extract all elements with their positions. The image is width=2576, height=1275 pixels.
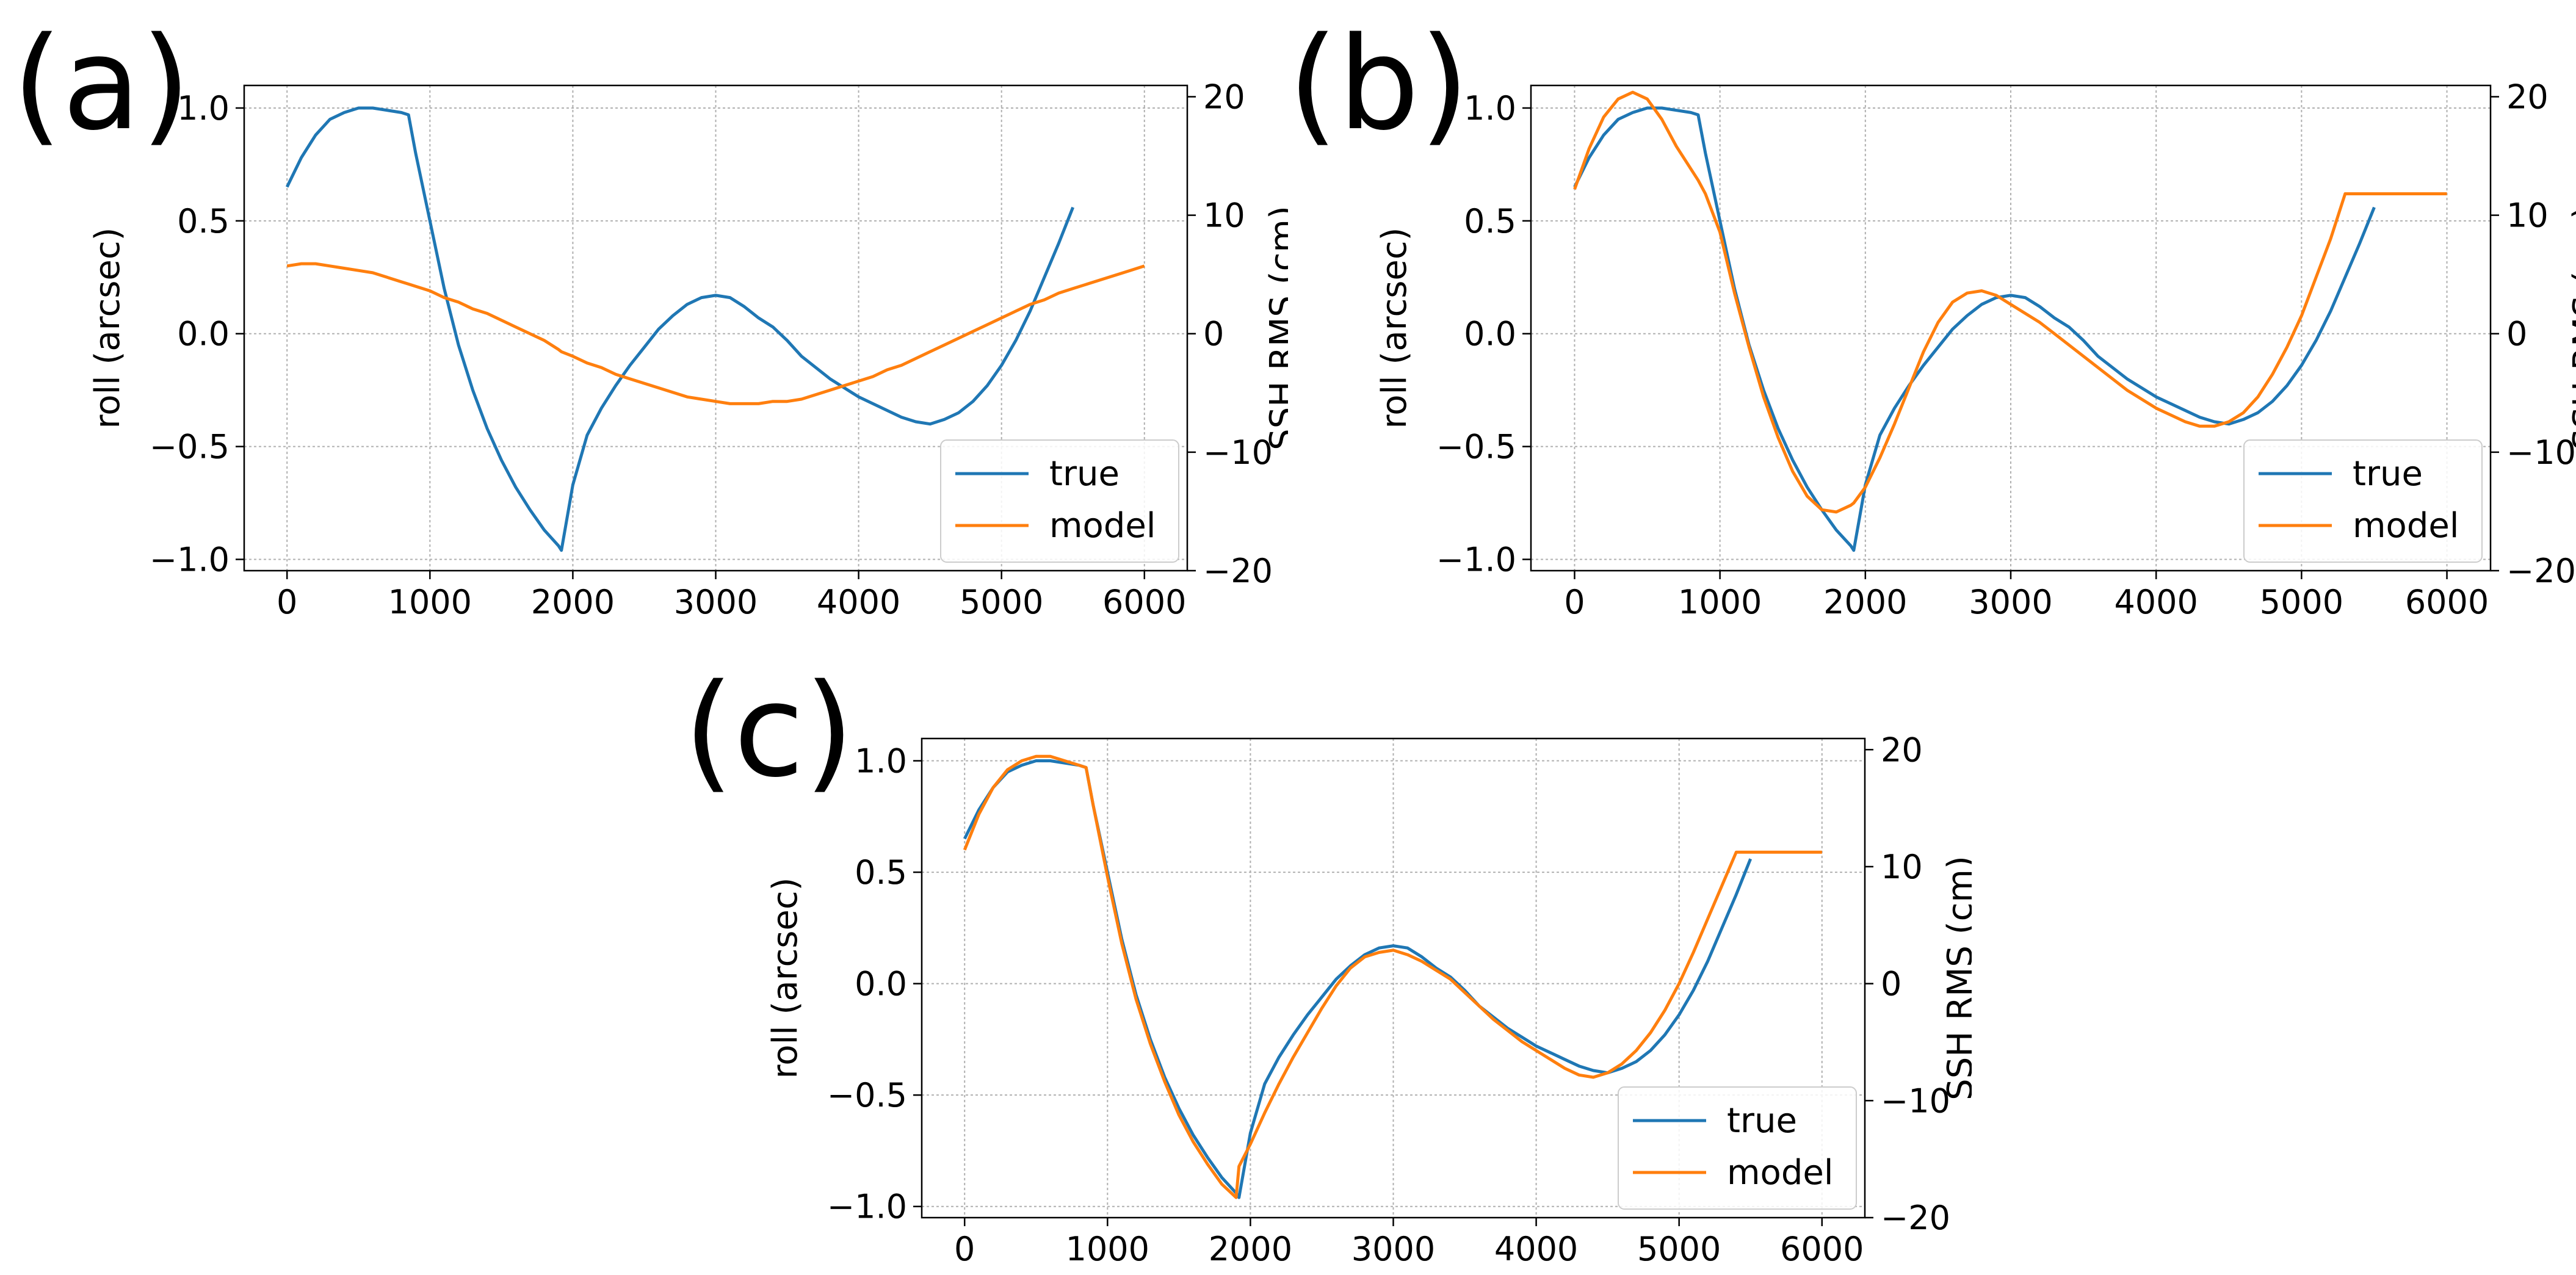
- x-tick-label: 0: [277, 583, 297, 621]
- series-line-true: [285, 106, 1075, 552]
- panel-label: (c): [684, 656, 854, 806]
- y2-tick-label: 20: [1881, 731, 1923, 769]
- x-tick-label: 5000: [2260, 583, 2343, 621]
- x-tick-label: 1000: [1678, 583, 1762, 621]
- x-tick-label: 0: [1564, 583, 1585, 621]
- y2-tick-label: −20: [1881, 1199, 1950, 1237]
- x-tick-label: 5000: [960, 583, 1043, 621]
- y-tick-label: 0.5: [177, 202, 230, 240]
- y-tick-label: −0.5: [1436, 428, 1516, 466]
- legend-label-model: model: [1727, 1153, 1833, 1193]
- y2-tick-label: −10: [1203, 433, 1273, 472]
- y-tick-label: −0.5: [150, 428, 230, 466]
- y2-tick-label: −10: [1881, 1082, 1950, 1120]
- x-tick-label: 3000: [1969, 583, 2052, 621]
- legend-label-model: model: [1049, 506, 1156, 546]
- y2-tick-label: 10: [2506, 197, 2549, 235]
- panel-b: (b) 0 1000 2000 3000 4000 5000 6000 −1.0 −0.5 0.0 0…: [1276, 0, 2576, 635]
- y-tick-label: 1.0: [855, 742, 907, 781]
- y2-tick-label: 0: [2506, 315, 2527, 353]
- y2-axis-label: SSH RMS (cm): [2566, 206, 2576, 450]
- legend-box: [940, 439, 1179, 563]
- panel-a: (a) 0 1000 2000 3000 4000 5000 6000 −1.0 −0.5 0.0 0…: [0, 0, 1303, 635]
- chart-b: (b) 0 1000 2000 3000 4000 5000 6000 −1.0 −0.5 0.0 0…: [1288, 9, 2576, 621]
- panel-c: (c) 0 1000 2000 3000 4000 5000 6000 −1.0 −0.5 0.0 0…: [671, 647, 1980, 1273]
- series-line-model: [1573, 90, 2447, 514]
- y-tick-label: 1.0: [1464, 89, 1516, 128]
- x-tick-label: 2000: [1209, 1230, 1292, 1268]
- y2-tick-label: −20: [2506, 552, 2576, 590]
- legend-box: [1618, 1086, 1857, 1210]
- y-tick-label: 0.5: [1464, 202, 1516, 240]
- x-tick-label: 6000: [2405, 583, 2489, 621]
- y-tick-label: −1.0: [827, 1188, 907, 1226]
- series-line-model: [963, 754, 1822, 1199]
- y-axis-label: roll (arcsec): [765, 878, 805, 1079]
- x-tick-label: 5000: [1637, 1230, 1721, 1268]
- chart-a: (a) 0 1000 2000 3000 4000 5000 6000 −1.0 −0.5 0.0 0…: [12, 9, 1303, 621]
- x-tick-label: 3000: [1351, 1230, 1435, 1268]
- y2-tick-label: −10: [2506, 433, 2576, 472]
- y-tick-label: −0.5: [827, 1076, 907, 1114]
- y2-tick-label: 20: [1203, 78, 1245, 116]
- y2-tick-label: 20: [2506, 78, 2549, 116]
- y-tick-label: 0.0: [855, 965, 907, 1003]
- y-axis-label: roll (arcsec): [88, 228, 128, 429]
- y2-tick-label: 10: [1881, 848, 1923, 886]
- y-tick-label: 0.5: [855, 853, 907, 892]
- legend-label-true: true: [1049, 454, 1120, 494]
- series-line-model: [286, 262, 1145, 405]
- y-axis-label: roll (arcsec): [1375, 228, 1414, 429]
- y2-tick-label: −20: [1203, 552, 1273, 590]
- y-tick-label: −1.0: [150, 541, 230, 579]
- y2-axis-label: SSH RMS (cm): [1941, 856, 1972, 1100]
- x-tick-label: 4000: [2114, 583, 2198, 621]
- legend-label-model: model: [2353, 506, 2459, 546]
- y-tick-label: 0.0: [1464, 315, 1516, 353]
- x-tick-label: 3000: [674, 583, 758, 621]
- y-tick-label: 1.0: [177, 89, 230, 128]
- legend-label-true: true: [2353, 454, 2423, 494]
- y-tick-label: 0.0: [177, 315, 230, 353]
- legend-box: [2243, 439, 2483, 563]
- x-tick-label: 1000: [388, 583, 472, 621]
- y2-tick-label: 0: [1203, 315, 1224, 353]
- x-tick-label: 2000: [1823, 583, 1907, 621]
- y2-tick-label: 10: [1203, 197, 1245, 235]
- x-tick-label: 4000: [1494, 1230, 1578, 1268]
- series-line-true: [1573, 106, 2376, 552]
- legend-label-true: true: [1727, 1101, 1797, 1141]
- x-tick-label: 6000: [1780, 1230, 1864, 1268]
- x-tick-label: 0: [954, 1230, 975, 1268]
- panel-label: (a): [12, 9, 191, 159]
- x-tick-label: 1000: [1066, 1230, 1149, 1268]
- y-tick-label: −1.0: [1436, 541, 1516, 579]
- x-tick-label: 6000: [1102, 583, 1186, 621]
- panel-label: (b): [1288, 9, 1469, 159]
- x-tick-label: 2000: [531, 583, 615, 621]
- chart-c: (c) 0 1000 2000 3000 4000 5000 6000 −1.0 −0.5 0.0 0…: [684, 656, 1980, 1268]
- y2-tick-label: 0: [1881, 965, 1901, 1003]
- x-tick-label: 4000: [817, 583, 900, 621]
